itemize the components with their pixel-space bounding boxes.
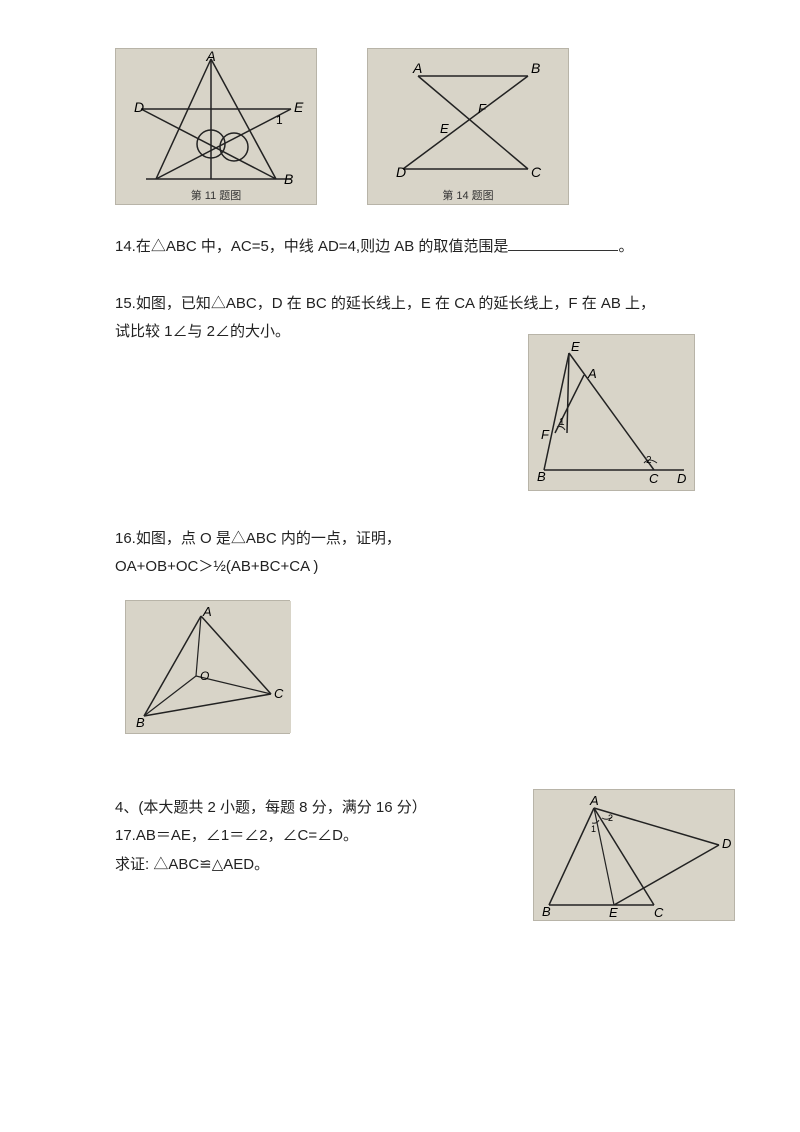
label-A: A bbox=[205, 49, 215, 64]
label-E: E bbox=[440, 121, 449, 136]
label-C: C bbox=[649, 471, 659, 486]
question-15: 15.如图，已知△ABC，D 在 BC 的延长线上，E 在 CA 的延长线上，F… bbox=[115, 290, 685, 497]
label-C: C bbox=[531, 164, 542, 180]
q14-text-prefix: 14.在△ABC 中，AC=5，中线 AD=4,则边 AB 的取值范围是 bbox=[115, 238, 508, 255]
label-A: A bbox=[412, 60, 422, 76]
label-n1: 1 bbox=[559, 417, 565, 428]
section-4: 4、(本大题共 2 小题，每题 8 分，满分 16 分） 17.AB＝AE，∠1… bbox=[115, 794, 685, 880]
label-B: B bbox=[542, 904, 551, 919]
figure-17: A D B E C 1 2 bbox=[533, 789, 735, 921]
label-n2: 2 bbox=[608, 813, 613, 823]
q15-line1: 15.如图，已知△ABC，D 在 BC 的延长线上，E 在 CA 的延长线上，F… bbox=[115, 290, 685, 319]
label-C: C bbox=[654, 905, 664, 920]
figure-16: A O B C bbox=[125, 600, 290, 734]
label-D: D bbox=[134, 99, 144, 115]
figure-14: A B F E D C 第 14 题图 bbox=[367, 48, 569, 205]
label-E: E bbox=[571, 339, 580, 354]
q16-line1: 16.如图，点 O 是△ABC 内的一点，证明， bbox=[115, 525, 685, 554]
q14-text-suffix: 。 bbox=[618, 238, 633, 255]
label-B: B bbox=[531, 60, 540, 76]
label-F: F bbox=[478, 101, 487, 116]
label-B: B bbox=[537, 469, 546, 484]
label-A: A bbox=[587, 366, 597, 381]
figure-15: E A F B C D 1 2 bbox=[528, 334, 695, 491]
label-A: A bbox=[202, 604, 212, 619]
label-D: D bbox=[722, 836, 731, 851]
label-1: 1 bbox=[276, 113, 283, 127]
label-C: C bbox=[274, 686, 284, 701]
question-14: 14.在△ABC 中，AC=5，中线 AD=4,则边 AB 的取值范围是 。 bbox=[115, 233, 685, 262]
label-E: E bbox=[609, 905, 618, 920]
label-B: B bbox=[284, 171, 293, 187]
label-E: E bbox=[294, 99, 304, 115]
q16-line2: OA+OB+OC＞½(AB+BC+CA ) bbox=[115, 553, 685, 582]
label-n1: 1 bbox=[591, 824, 596, 834]
fig11-caption: 第 11 题图 bbox=[191, 188, 242, 202]
label-n2: 2 bbox=[646, 455, 652, 466]
label-O: O bbox=[200, 669, 209, 683]
label-D: D bbox=[677, 471, 686, 486]
label-D: D bbox=[396, 164, 406, 180]
label-F: F bbox=[541, 427, 550, 442]
question-16: 16.如图，点 O 是△ABC 内的一点，证明， OA+OB+OC＞½(AB+B… bbox=[115, 525, 685, 734]
label-B: B bbox=[136, 715, 145, 730]
figure-11: A D E B 1 第 11 题图 bbox=[115, 48, 317, 205]
label-A: A bbox=[589, 793, 599, 808]
top-figure-row: A D E B 1 第 11 题图 A B F E D C 第 14 题图 bbox=[115, 48, 685, 205]
blank-line bbox=[508, 236, 618, 251]
fig14-caption: 第 14 题图 bbox=[442, 188, 493, 202]
